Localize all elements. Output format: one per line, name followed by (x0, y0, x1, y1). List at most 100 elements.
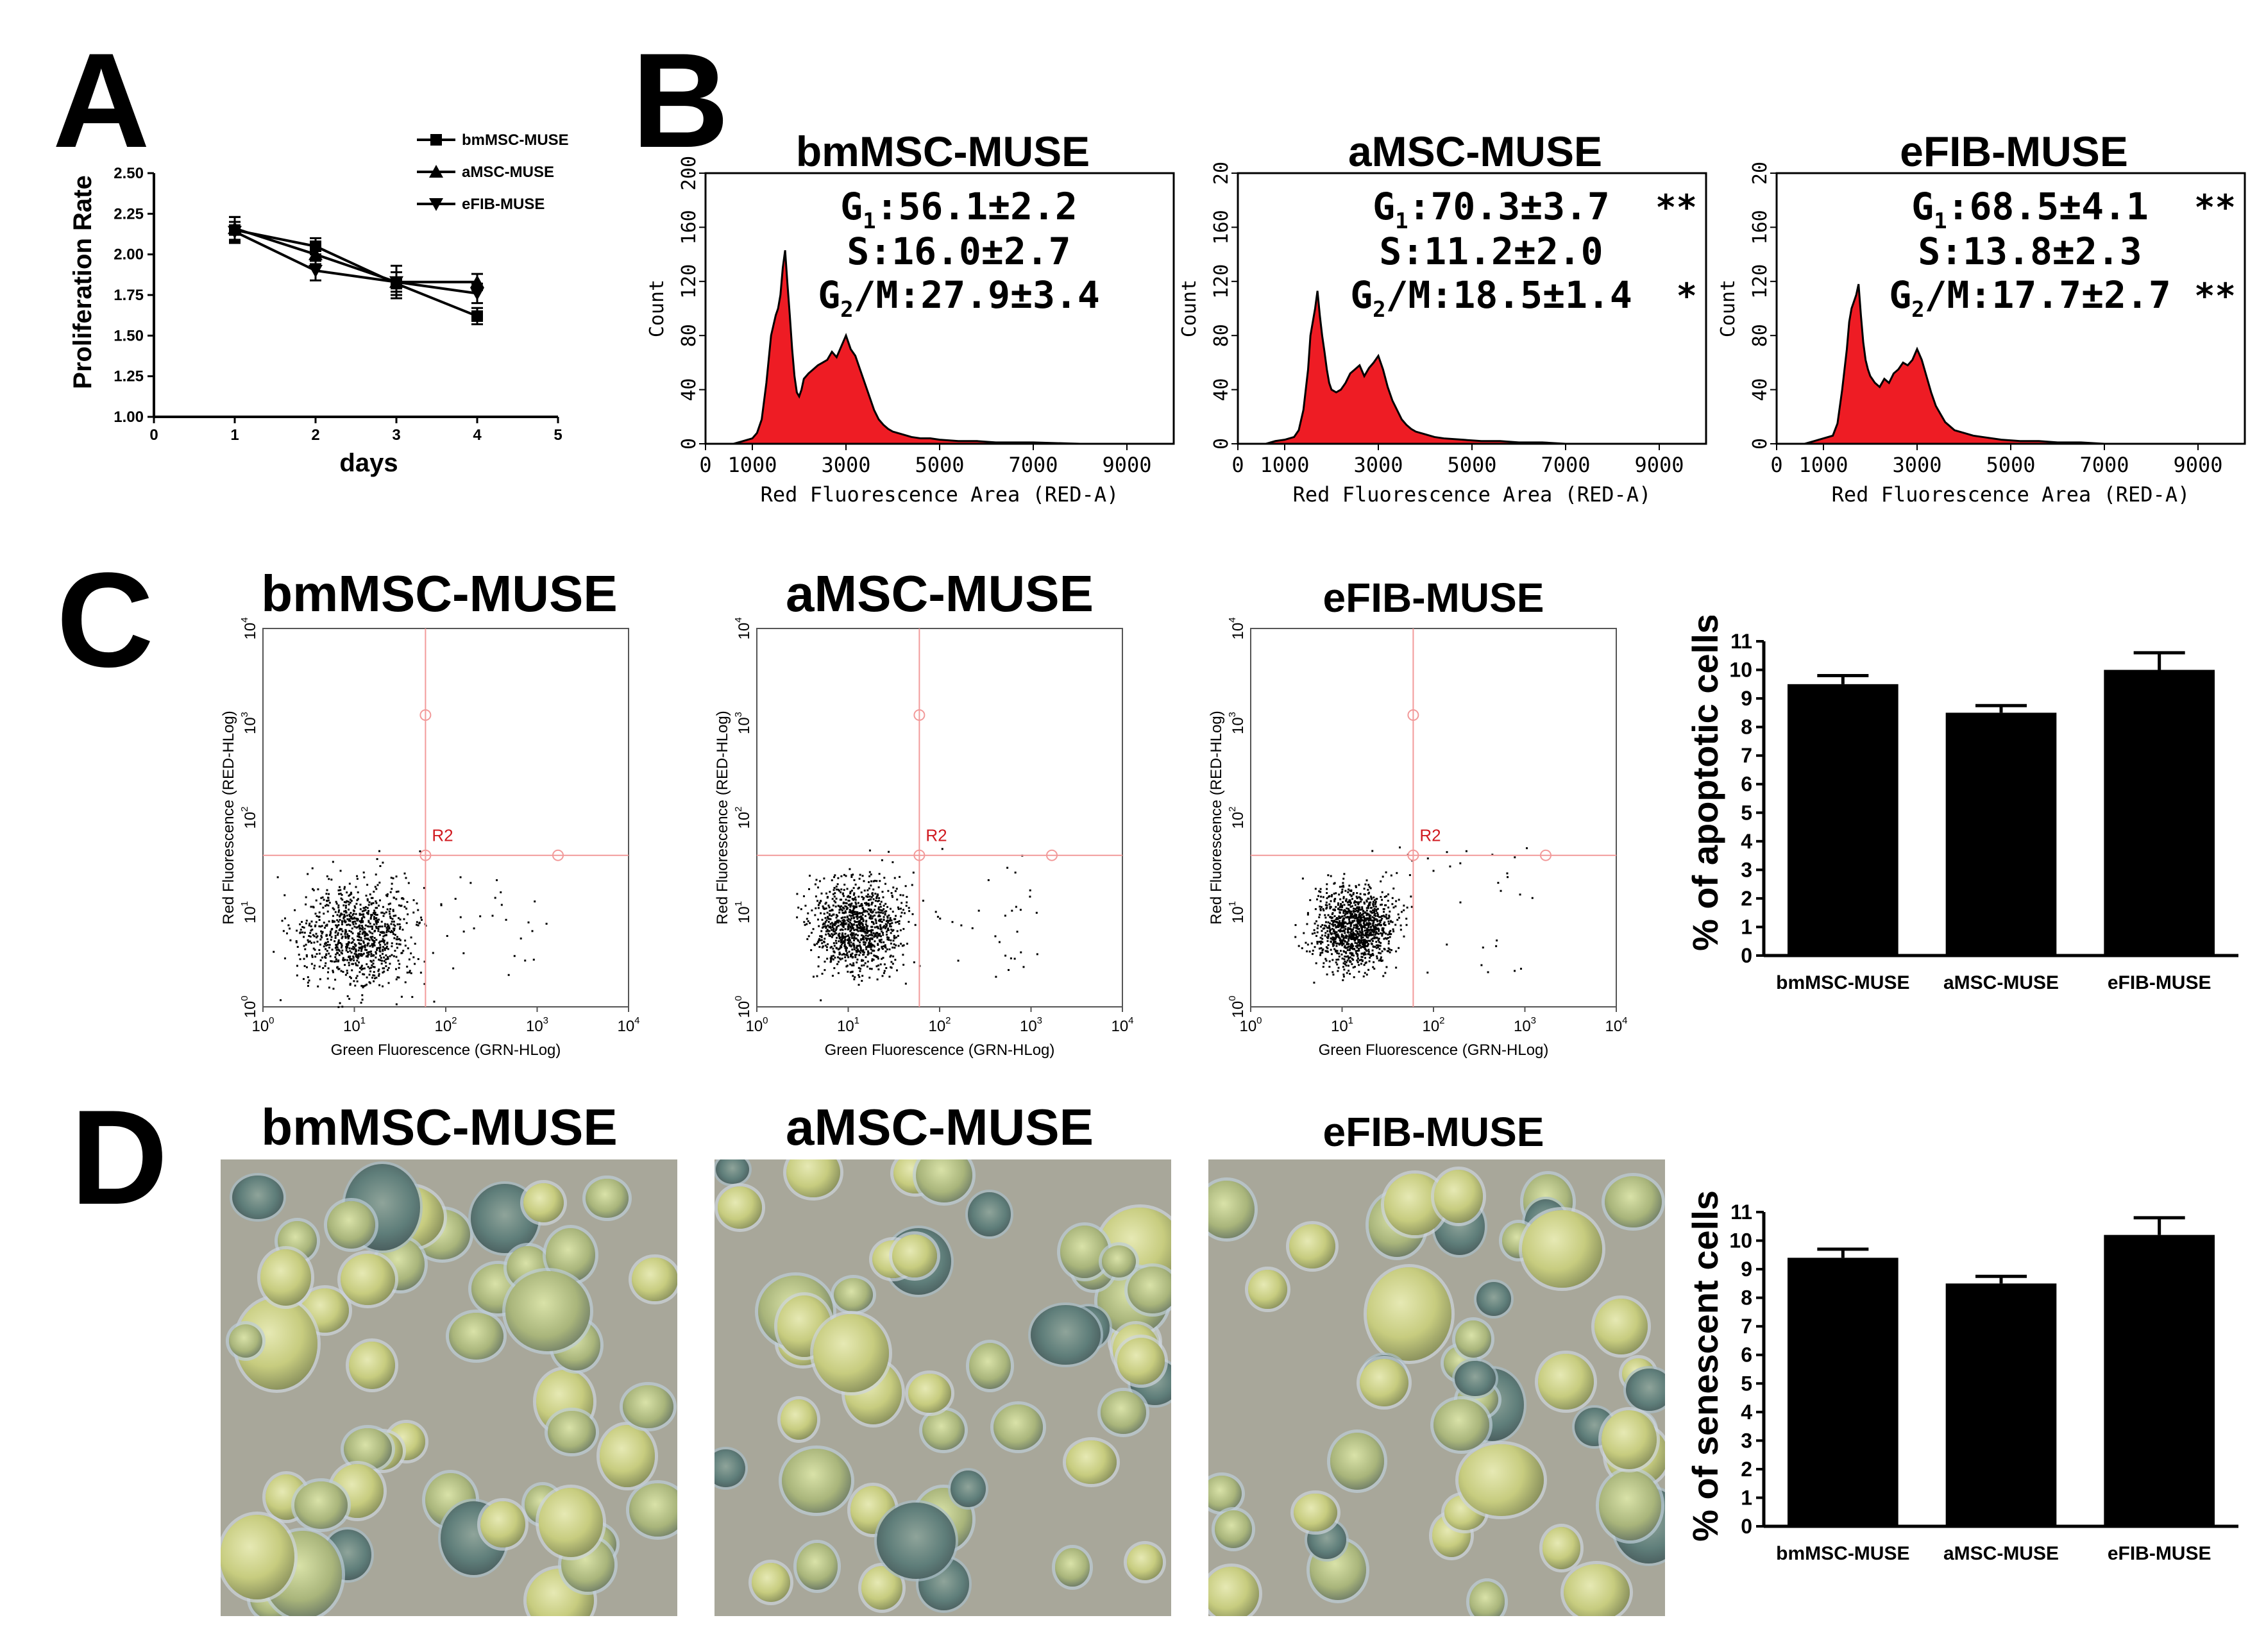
proliferation-xlabel: days (339, 449, 398, 477)
histogram-y-tick-label: 0 (1749, 438, 1771, 450)
scatter-point (820, 939, 823, 941)
scatter-point (524, 959, 527, 962)
scatter-point (372, 954, 375, 957)
scatter-point (867, 938, 869, 940)
scatter-point (834, 901, 837, 904)
scatter-x-tick-label: 101 (343, 1015, 366, 1035)
scatter-point (837, 956, 840, 959)
scatter-point (433, 1000, 435, 1003)
scatter-point (860, 930, 863, 932)
proliferation-point (228, 226, 242, 239)
scatter-point (814, 883, 816, 886)
scatter-point (405, 907, 408, 910)
scatter-point (394, 934, 396, 936)
histogram-y-tick-label: 20 (1210, 162, 1233, 185)
scatter-point (1323, 962, 1325, 965)
scatter-point (1364, 918, 1366, 920)
scatter-point (825, 925, 828, 928)
scatter-point (1022, 966, 1025, 968)
scatter-point (313, 935, 316, 938)
scatter-point (389, 917, 392, 920)
scatter-point (880, 900, 883, 903)
scatter-point (863, 897, 865, 899)
scatter-point (1345, 965, 1348, 967)
scatter-point (854, 905, 856, 907)
scatter-y-tick-label: 100 (1227, 995, 1247, 1018)
scatter-point (1373, 907, 1376, 910)
proliferation-series-line (234, 227, 477, 283)
scatter-point (888, 939, 890, 941)
scatter-point (865, 948, 868, 950)
scatter-point (340, 970, 342, 972)
scatter-point (349, 959, 351, 961)
scatter-point (879, 926, 882, 929)
histogram-significance: ** (2194, 187, 2236, 228)
scatter-point (866, 932, 868, 934)
scatter-point (387, 948, 389, 950)
scatter-point (1373, 909, 1376, 912)
scatter-point (1328, 903, 1331, 906)
scatter-point (1356, 892, 1358, 895)
scatter-point (809, 922, 811, 924)
scatter-y-tick-label: 101 (733, 901, 753, 923)
scatter-point (378, 934, 381, 936)
scatter-point (494, 897, 496, 899)
scatter-point (1380, 904, 1382, 906)
cell-image (1289, 1224, 1335, 1268)
scatter-point (1385, 871, 1387, 873)
scatter-point (1349, 904, 1351, 906)
scatter-point (361, 994, 364, 997)
gate-label: R2 (1419, 826, 1441, 845)
scatter-point (864, 943, 867, 946)
scatter-point (373, 940, 376, 942)
bar-category-label: bmMSC-MUSE (1776, 972, 1909, 993)
scatter-point (1368, 902, 1371, 904)
scatter-point (368, 939, 371, 941)
scatter-point (870, 945, 873, 948)
scatter-point (842, 935, 845, 938)
scatter-point (382, 914, 385, 917)
scatter-point (825, 927, 827, 929)
scatter-point (305, 920, 308, 922)
micrograph-efib (1208, 1159, 1665, 1616)
scatter-efib-title: eFIB-MUSE (1323, 575, 1544, 621)
scatter-point (359, 971, 361, 973)
scatter-point (1315, 962, 1317, 965)
scatter-point (832, 947, 834, 950)
scatter-point (1342, 921, 1344, 923)
scatter-point (822, 905, 824, 907)
scatter-point (1372, 903, 1374, 906)
scatter-x-tick-label: 103 (1514, 1015, 1536, 1035)
scatter-point (1385, 904, 1387, 907)
scatter-point (357, 891, 359, 894)
scatter-point (374, 977, 376, 979)
scatter-point (353, 905, 356, 907)
scatter-point (378, 918, 380, 921)
cell-image (1126, 1544, 1163, 1580)
scatter-point (1337, 929, 1340, 932)
scatter-point (327, 904, 330, 907)
scatter-point (283, 894, 286, 897)
scatter-point (1373, 961, 1375, 963)
scatter-point (834, 940, 837, 942)
proliferation-series-2 (228, 221, 484, 305)
scatter-point (863, 964, 865, 966)
cell-image (1215, 1510, 1252, 1548)
scatter-point (1361, 946, 1364, 948)
scatter-point (1316, 927, 1319, 929)
scatter-point (401, 952, 403, 954)
scatter-point (851, 927, 854, 929)
scatter-point (806, 923, 808, 925)
scatter-point (1352, 954, 1355, 957)
scatter-point (1340, 940, 1343, 942)
scatter-point (1349, 925, 1352, 927)
scatter-point (1368, 914, 1371, 917)
scatter-point (333, 961, 335, 963)
scatter-point (373, 916, 375, 918)
scatter-point (534, 900, 536, 903)
scatter-points (1294, 846, 1534, 984)
scatter-point (1349, 893, 1351, 896)
scatter-point (852, 975, 854, 977)
scatter-point (1346, 929, 1349, 931)
scatter-point (368, 925, 370, 928)
